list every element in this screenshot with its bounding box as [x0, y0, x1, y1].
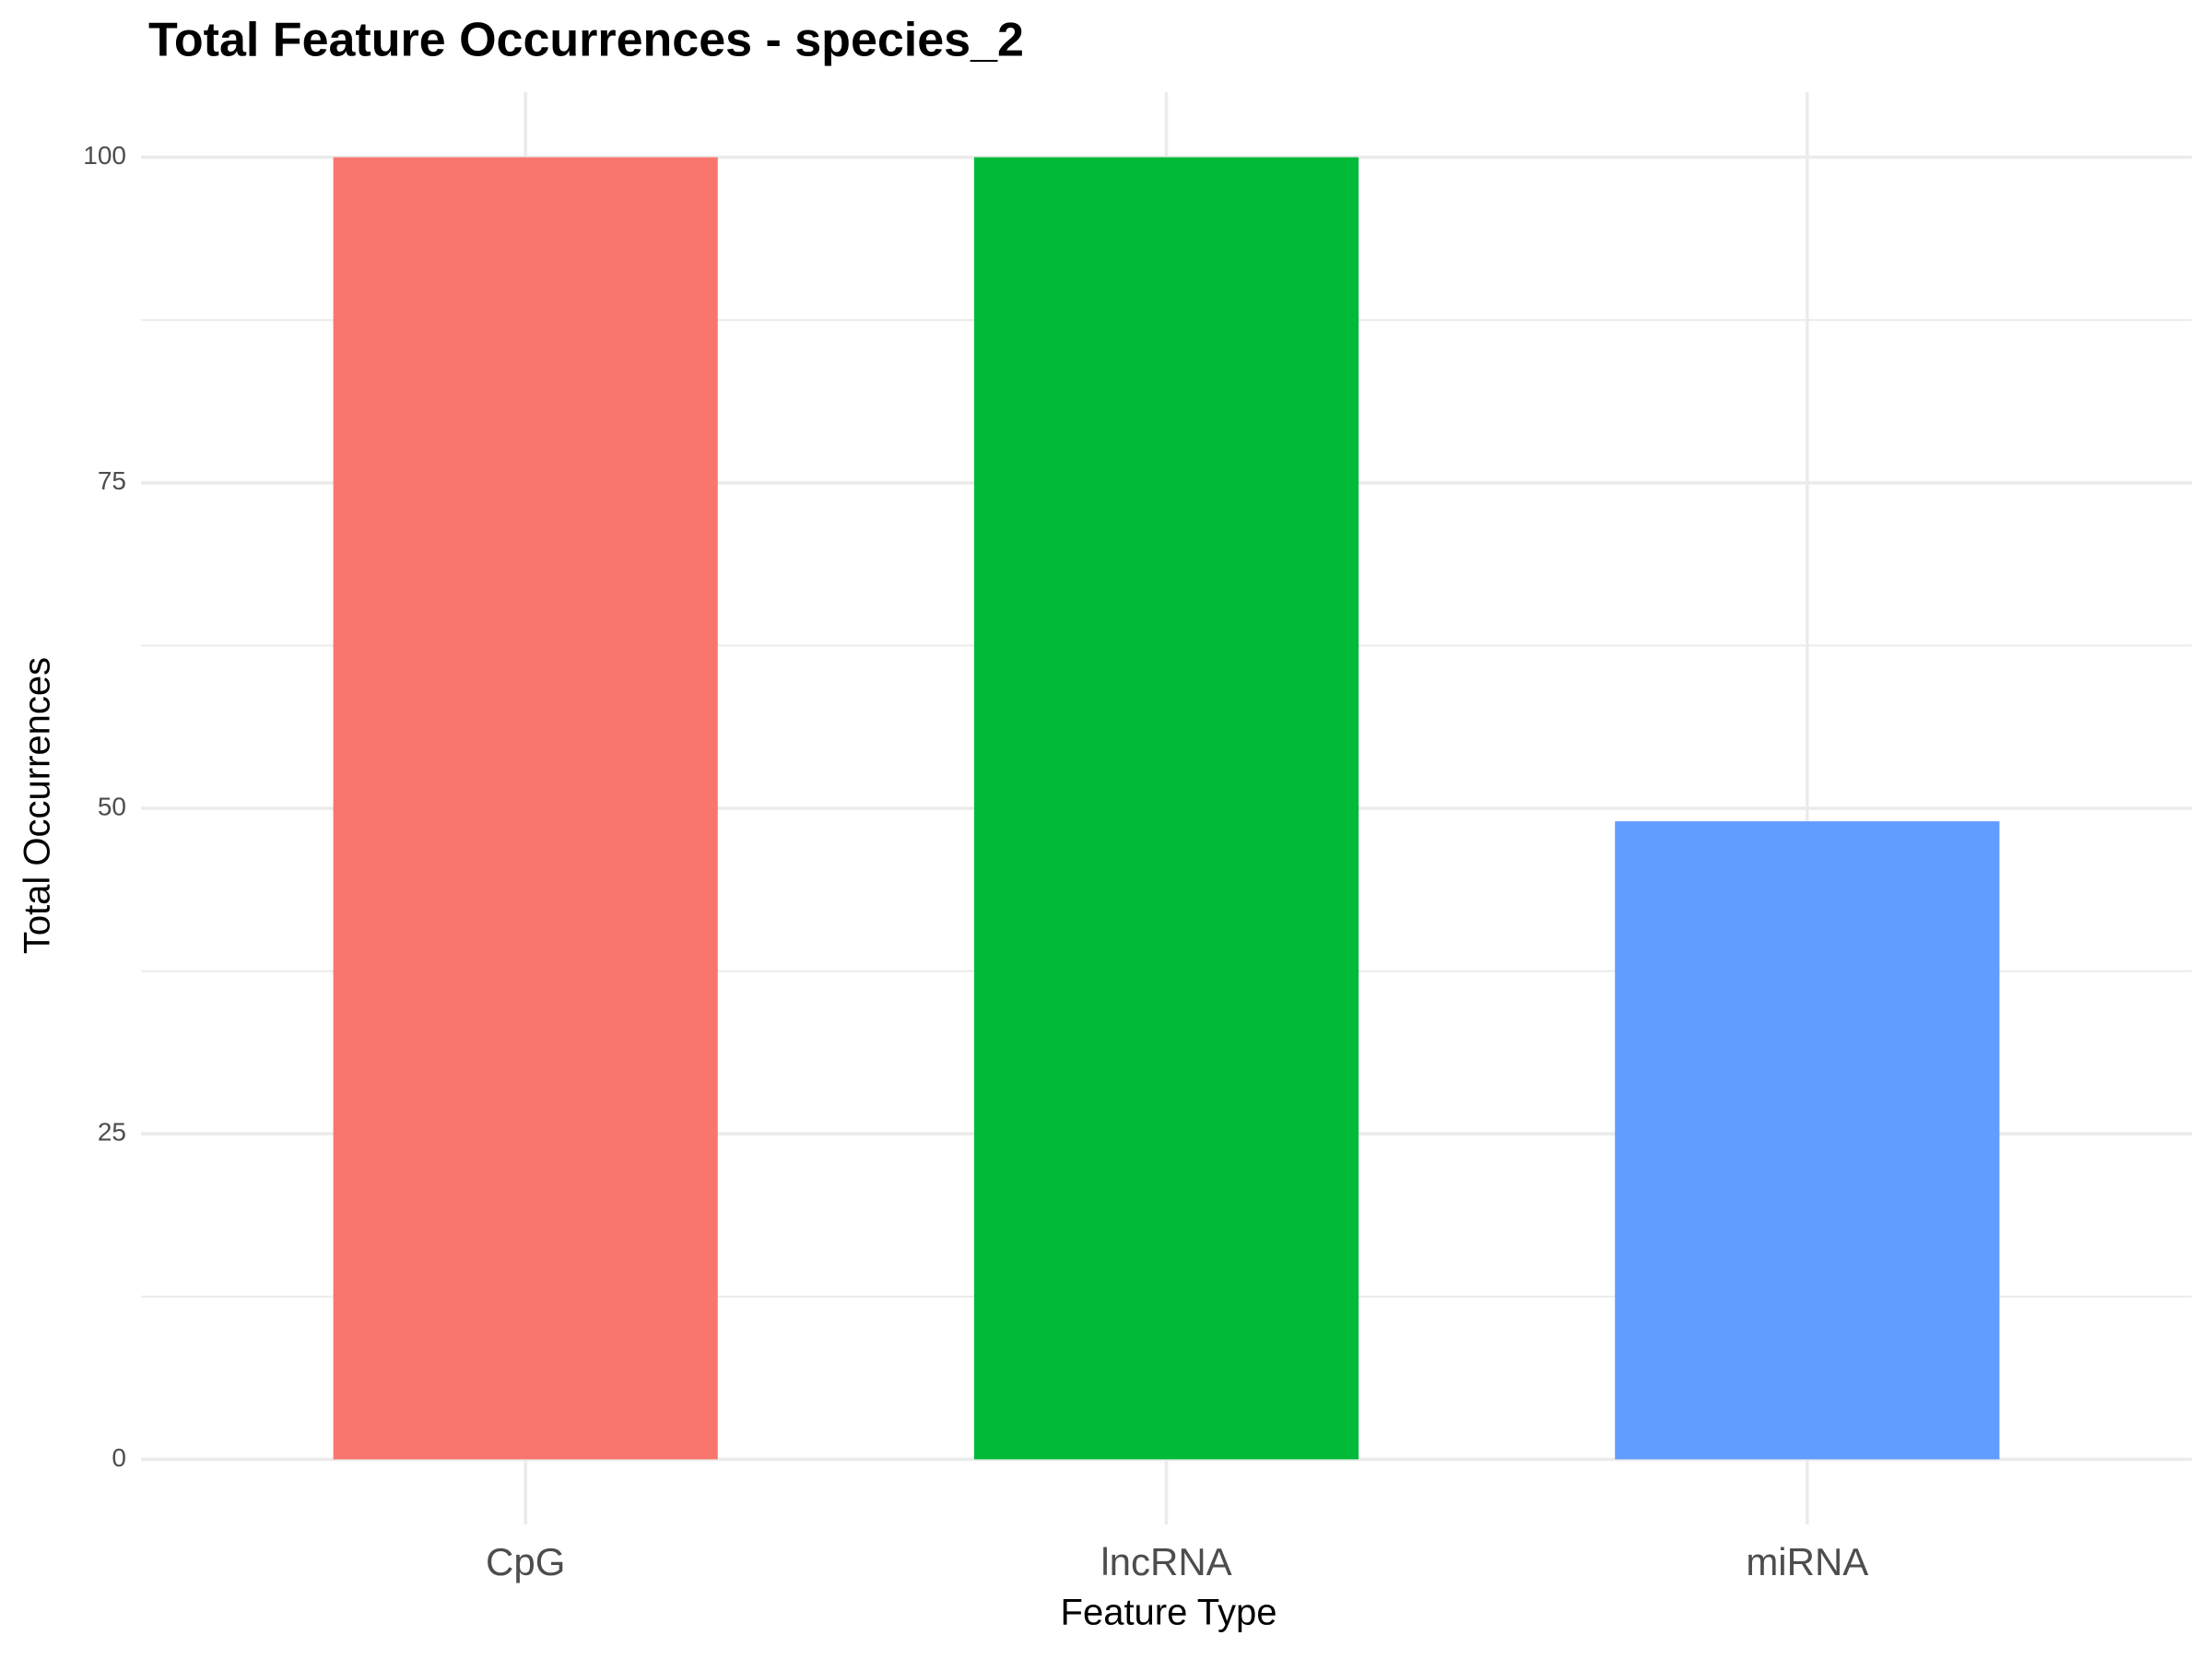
y-tick-label: 25: [98, 1118, 126, 1147]
y-tick-label: 100: [83, 141, 126, 170]
bar: [1615, 821, 2000, 1460]
x-tick-label: CpG: [486, 1540, 565, 1583]
y-tick-label: 50: [98, 792, 126, 820]
chart-title: Total Feature Occurrences - species_2: [148, 14, 1024, 67]
bar: [333, 157, 718, 1460]
x-axis-title: Feature Type: [1061, 1593, 1277, 1633]
bar: [973, 157, 1359, 1460]
y-tick-label: 75: [98, 466, 126, 495]
x-tick-label: lncRNA: [1100, 1540, 1231, 1583]
y-axis-title: Total Occurrences: [18, 657, 58, 954]
x-tick-label: miRNA: [1746, 1540, 1868, 1583]
y-tick-label: 0: [112, 1443, 126, 1472]
